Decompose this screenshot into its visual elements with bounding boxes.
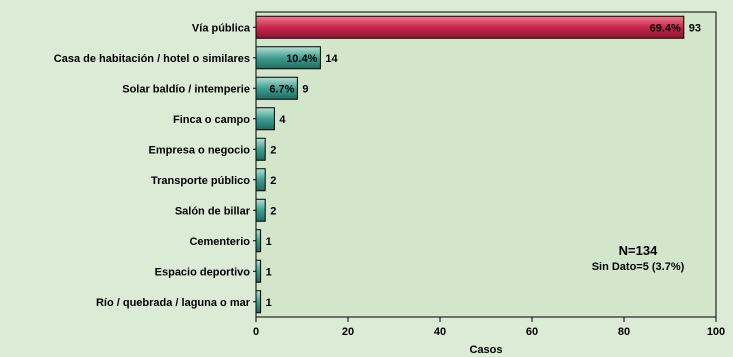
missing-data-annotation: Sin Dato=5 (3.7%) [592,261,685,273]
value-label-10: 1 [266,297,272,309]
category-label-7: Salón de billar [175,205,251,217]
x-tick-label-20: 20 [342,326,354,338]
value-label-5: 2 [270,144,276,156]
bar-5 [255,137,266,161]
sample-size-annotation: N=134 [619,243,658,258]
bar-9 [255,259,262,283]
value-label-7: 2 [270,205,276,217]
category-label-8: Cementerio [189,236,250,248]
percent-label-1: 69.4% [650,22,681,34]
category-labels: Vía pública Casa de habitación / hotel o … [54,22,256,309]
bar-8 [255,229,262,253]
category-label-6: Transporte público [151,175,250,187]
percent-label-2: 10.4% [286,53,317,65]
value-label-8: 1 [266,236,272,248]
percent-label-3: 6.7% [269,83,294,95]
x-tick-label-40: 40 [434,326,446,338]
bar-6 [255,168,266,192]
category-label-4: Finca o campo [173,114,250,126]
x-tick-label-80: 80 [618,326,630,338]
x-tick-label-100: 100 [707,326,725,338]
value-label-3: 9 [302,83,308,95]
value-label-2: 14 [325,53,338,65]
x-axis-title: Casos [469,344,502,356]
category-label-3: Solar baldío / intemperie [122,83,250,95]
bar-7 [255,198,266,222]
bar-10 [255,290,262,314]
value-label-6: 2 [270,175,276,187]
category-label-9: Espacio deportivo [155,266,251,278]
category-label-1: Vía pública [192,22,251,34]
x-axis: 0 20 40 60 80 100 [253,317,725,338]
value-label-4: 4 [279,114,286,126]
category-label-5: Empresa o negocio [149,144,251,156]
x-tick-label-0: 0 [253,326,259,338]
category-label-2: Casa de habitación / hotel o similares [54,53,250,65]
value-label-1: 93 [689,22,701,34]
value-label-9: 1 [266,266,272,278]
bar-4 [255,107,275,131]
bar-1 [255,15,685,39]
x-tick-label-60: 60 [526,326,538,338]
category-label-10: Río / quebrada / laguna o mar [96,297,251,309]
plot-area [255,11,717,318]
